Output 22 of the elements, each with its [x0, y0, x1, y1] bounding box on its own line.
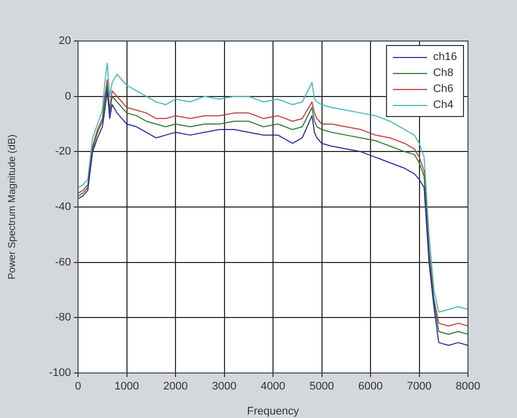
y-tick-label: -100: [48, 367, 71, 380]
y-tick-label: 0: [64, 90, 71, 102]
y-tick-label: -20: [55, 146, 71, 158]
y-tick-label: -60: [55, 256, 71, 268]
y-tick-label: -40: [55, 201, 71, 214]
x-tick-label: 3000: [212, 380, 236, 393]
legend-label: Ch6: [433, 83, 454, 95]
x-tick-label: 5000: [310, 380, 334, 393]
x-tick-label: 8000: [456, 380, 480, 393]
y-axis-title: Power Spectrum Magnitude (dB): [6, 134, 18, 280]
legend-label: Ch8: [433, 67, 454, 79]
x-tick-label: 7000: [407, 380, 432, 393]
y-tick-label: 20: [58, 35, 71, 48]
x-tick-label: 0: [74, 380, 82, 393]
x-tick-label: 1000: [114, 380, 139, 393]
x-tick-label: 6000: [358, 380, 383, 393]
legend-label: Ch4: [433, 99, 454, 111]
x-tick-label: 2000: [163, 380, 188, 393]
x-tick-label: 4000: [260, 380, 286, 393]
y-tick-label: -80: [55, 312, 71, 324]
legend-label: ch16: [433, 51, 457, 63]
x-axis-title: Frequency: [247, 405, 300, 418]
